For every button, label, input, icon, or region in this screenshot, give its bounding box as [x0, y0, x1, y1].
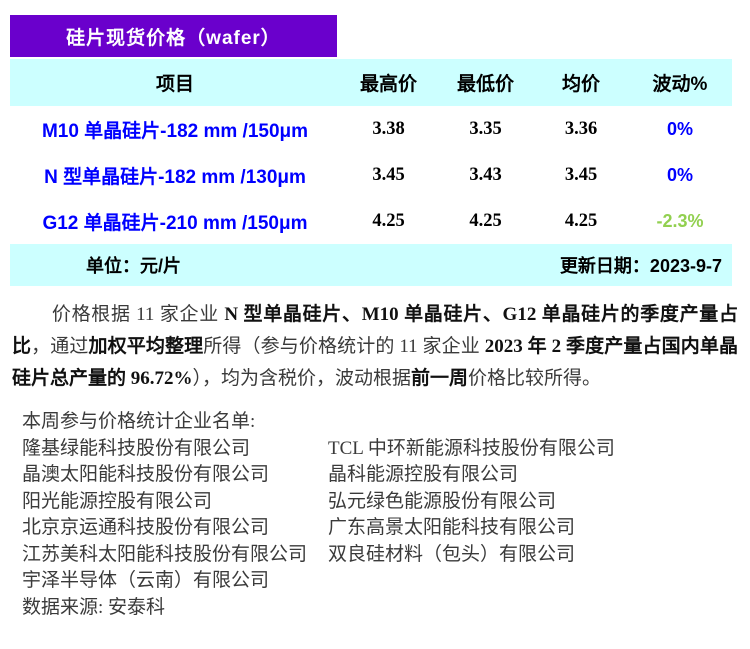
company-list-section: 本周参与价格统计企业名单: 隆基绿能科技股份有限公司 晶澳太阳能科技股份有限公司…	[22, 409, 750, 621]
table-header-row: 项目 最高价 最低价 均价 波动%	[10, 59, 732, 106]
company-name: 阳光能源控股有限公司	[22, 490, 213, 512]
company-column-left: 隆基绿能科技股份有限公司 晶澳太阳能科技股份有限公司 阳光能源控股有限公司 北京…	[22, 436, 328, 595]
company-name: 江苏美科太阳能科技股份有限公司	[22, 543, 308, 565]
unit-label: 单位：元/片	[86, 256, 182, 276]
column-header-change: 波动%	[652, 74, 708, 95]
row-avg-value: 3.36	[564, 118, 598, 139]
row-low-value: 4.25	[469, 210, 502, 231]
company-name: 宇泽半导体（云南）有限公司	[22, 570, 270, 591]
company-name: 晶科能源控股有限公司	[328, 464, 519, 485]
column-header-high: 最高价	[359, 74, 417, 95]
row-high-value: 3.38	[372, 118, 405, 139]
row-avg-value: 3.45	[564, 164, 598, 185]
company-name: 弘元绿色能源股份有限公司	[328, 490, 557, 512]
note-segment: 价格根据 11 家企业	[51, 304, 225, 325]
company-list-title: 本周参与价格统计企业名单:	[22, 411, 256, 432]
company-name: 广东高景太阳能科技有限公司	[328, 517, 576, 538]
report-title: 硅片现货价格（wafer）	[66, 27, 281, 49]
column-header-avg: 均价	[561, 74, 600, 95]
note-segment: 前一周	[411, 368, 469, 389]
company-column-right: TCL 中环新能源科技股份有限公司 晶科能源控股有限公司 弘元绿色能源股份有限公…	[328, 436, 750, 595]
row-item-label: M10 单晶硅片-182 mm /150μm	[41, 120, 309, 142]
note-segment: 价格比较所得。	[468, 368, 602, 389]
company-name: 北京京运通科技股份有限公司	[22, 517, 270, 538]
row-change-value: -2.3%	[656, 210, 704, 231]
note-segment: ），均为含税价，波动根据	[192, 368, 412, 389]
row-avg-value: 4.25	[564, 210, 598, 231]
row-change-value: 0%	[666, 164, 693, 185]
row-item-label: N 型单晶硅片-182 mm /130μm	[44, 166, 306, 188]
company-columns: 隆基绿能科技股份有限公司 晶澳太阳能科技股份有限公司 阳光能源控股有限公司 北京…	[22, 436, 750, 595]
note-segment: 2023 年 2 季度产量占国内单晶硅片总产量的 96.72%	[12, 336, 738, 389]
company-name: 隆基绿能科技股份有限公司	[22, 437, 251, 459]
column-header-item: 项目	[155, 74, 194, 95]
table-row: M10 单晶硅片-182 mm /150μm 3.38 3.35 3.36 0%	[10, 106, 732, 152]
company-name: TCL 中环新能源科技股份有限公司	[328, 437, 615, 459]
note-segment: N 型单晶硅片、M10 单晶硅片、G12 单晶硅片的季度产量占比	[12, 304, 739, 357]
wafer-price-table: 项目 最高价 最低价 均价 波动% M10 单晶硅片-182 mm /150μm…	[10, 59, 732, 286]
note-segment: 所得（参与价格统计的 11 家企业	[203, 336, 485, 357]
row-high-value: 3.45	[372, 164, 405, 185]
row-change-value: 0%	[666, 118, 693, 139]
row-item-label: G12 单晶硅片-210 mm /150μm	[42, 212, 308, 234]
wafer-price-report: 硅片现货价格（wafer） 项目 最高价 最低价 均价 波动% M10 单晶硅片…	[0, 15, 750, 621]
row-high-value: 4.25	[372, 210, 405, 231]
column-header-low: 最低价	[456, 74, 514, 95]
data-source-label: 数据来源: 安泰科	[22, 596, 166, 618]
note-segment: 加权平均整理	[88, 336, 204, 357]
row-low-value: 3.35	[469, 118, 502, 139]
title-banner: 硅片现货价格（wafer）	[10, 15, 337, 57]
row-low-value: 3.43	[469, 164, 502, 185]
note-segment: ，通过	[31, 336, 89, 357]
table-footer-row: 单位：元/片 更新日期：2023-9-7	[10, 244, 732, 286]
methodology-note: 价格根据 11 家企业 N 型单晶硅片、M10 单晶硅片、G12 单晶硅片的季度…	[12, 299, 738, 395]
table-row: N 型单晶硅片-182 mm /130μm 3.45 3.43 3.45 0%	[10, 152, 732, 198]
update-date-label: 更新日期：2023-9-7	[559, 256, 722, 276]
company-name: 晶澳太阳能科技股份有限公司	[22, 464, 270, 485]
company-name: 双良硅材料（包头）有限公司	[328, 543, 576, 565]
table-row: G12 单晶硅片-210 mm /150μm 4.25 4.25 4.25 -2…	[10, 198, 732, 244]
